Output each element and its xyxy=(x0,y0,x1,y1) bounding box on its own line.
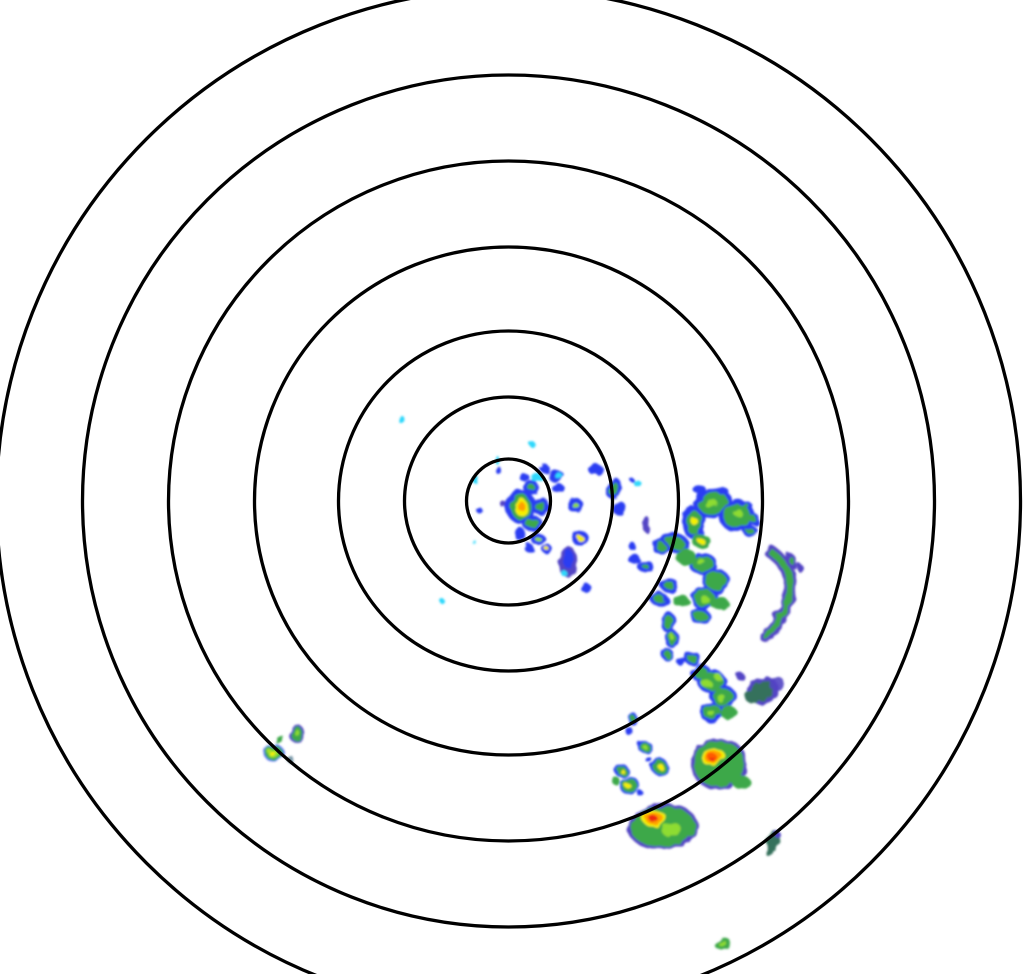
echo-cell-layer-bgreen xyxy=(572,502,578,508)
echo-cell-layer-bgreen xyxy=(708,711,716,717)
echo-cell-layer-dgreen xyxy=(745,691,759,703)
range-ring xyxy=(464,457,553,545)
echo-cell-layer-green xyxy=(749,515,757,523)
echo-cell-layer-yellow xyxy=(620,769,624,773)
echo-body-layer xyxy=(265,416,803,947)
echo-cell-layer-green xyxy=(275,736,285,744)
echo-cell-layer-green xyxy=(664,581,674,589)
echo-cell-layer-blue xyxy=(525,543,533,553)
echo-cell-layer-bgreen xyxy=(734,509,742,517)
echo-cell-layer-bgreen xyxy=(643,745,647,749)
echo-cell-layer-blue xyxy=(718,487,728,495)
echo-cell-layer-bgreen xyxy=(714,674,722,680)
precipitation-echoes xyxy=(264,416,803,950)
echo-cell-layer-bgreen xyxy=(295,730,300,736)
echo-cell-layer-blue xyxy=(552,483,564,493)
echo-cell-layer-green xyxy=(673,595,689,607)
echo-cell-layer-green xyxy=(656,543,666,551)
range-ring xyxy=(80,73,937,929)
echo-cell-layer-green xyxy=(676,549,696,565)
echo-cell-layer-blue xyxy=(627,541,635,549)
echo-cell-layer-bgreen xyxy=(719,941,727,947)
echo-cell-layer-green xyxy=(664,651,672,659)
echo-cell-layer-green xyxy=(692,556,714,572)
echo-cell-layer-green xyxy=(705,572,727,590)
echo-cell-layer-blue xyxy=(589,464,603,476)
echo-cell-layer-blue xyxy=(628,554,640,564)
echo-cell-layer-green xyxy=(710,596,728,610)
echo-cell-layer-blue xyxy=(476,507,482,513)
echo-cell-layer-bgreen xyxy=(705,499,717,508)
echo-cell-layer-blue xyxy=(563,550,574,568)
echo-cell-layer-cyan xyxy=(633,480,641,486)
echo-cell-layer-green xyxy=(642,563,648,569)
echo-band-green xyxy=(762,548,793,640)
echo-cell-layer-green xyxy=(653,594,665,604)
echo-cell-layer-cyan xyxy=(531,474,543,482)
echo-cell-layer-yellow xyxy=(545,547,549,551)
echo-cell-layer-blue xyxy=(514,528,526,540)
echo-cell-layer-bgreen xyxy=(701,597,711,605)
echo-cell-layer-blue xyxy=(694,485,706,495)
range-ring xyxy=(252,245,765,757)
echo-cell-layer-bgreen xyxy=(661,822,682,837)
echo-cell-layer-blue xyxy=(645,756,651,762)
echo-cell-layer-orange xyxy=(517,501,525,511)
echo-cell-layer-green xyxy=(721,706,737,720)
echo-cell-layer-green xyxy=(612,777,620,785)
echo-cell-layer-green xyxy=(788,556,796,566)
echo-cell-layer-green xyxy=(732,775,750,789)
echo-cell-layer-green xyxy=(527,484,535,490)
echo-cell-layer-cyan xyxy=(399,416,405,424)
echo-cell-layer-yellow xyxy=(269,750,275,756)
echo-cell-layer-blue xyxy=(519,473,529,481)
echo-cell-layer-bgreen xyxy=(696,558,704,564)
echo-cell-layer-green xyxy=(535,501,545,511)
echo-cell-layer-green xyxy=(743,503,749,509)
echo-cell-layer-green xyxy=(693,611,707,621)
echo-cell-layer-blue xyxy=(540,465,550,473)
echo-cell-layer-bgreen xyxy=(670,634,674,640)
echo-cell-layer-green xyxy=(663,615,673,629)
echo-cell-layer-indigo xyxy=(769,677,785,691)
echo-cell-layer-cyan xyxy=(529,441,535,447)
echo-cell-layer-cyan xyxy=(472,540,476,544)
echo-cell-layer-dgreen xyxy=(766,849,774,857)
echo-cell-layer-cyan xyxy=(555,473,563,479)
echo-cell-layer-blue xyxy=(630,478,634,482)
echo-cell-layer-green xyxy=(526,519,540,529)
echo-cell-layer-bgreen xyxy=(717,694,725,702)
echo-cell-layer-blue xyxy=(613,500,625,516)
echo-cell-layer-yellow xyxy=(625,783,631,789)
echo-cell-layer-red xyxy=(648,815,658,822)
range-ring xyxy=(166,159,851,843)
echo-cell-layer-yellow xyxy=(657,763,663,769)
echo-cell-layer-yellow xyxy=(577,535,583,541)
echo-cell-layer-cyan xyxy=(561,570,568,577)
echo-cell-layer-indigo xyxy=(797,564,803,572)
echo-cell-layer-yellow xyxy=(691,517,697,525)
echo-cell-layer-blue xyxy=(495,466,501,474)
echo-cell-layer-indigo xyxy=(737,673,745,681)
range-ring xyxy=(402,395,615,607)
echo-cell-layer-green xyxy=(687,654,697,662)
echo-cell-layer-blue xyxy=(625,726,633,736)
echo-cell-layer-bgreen xyxy=(535,536,541,542)
echo-cell-layer-bgreen xyxy=(702,680,712,688)
echo-cell-layer-yellow xyxy=(697,538,705,544)
echo-cell-layer-blue xyxy=(676,657,686,665)
echo-cell-layer-blue xyxy=(581,583,591,593)
echo-cell-layer-green xyxy=(746,528,754,534)
echo-cell-layer-red xyxy=(708,756,714,761)
range-ring xyxy=(336,329,681,673)
echo-cell-layer-blue xyxy=(638,791,644,797)
echo-cell-layer-indigo xyxy=(642,516,650,532)
echo-cell-layer-cyan xyxy=(439,598,445,604)
echo-cell-layer-indigo xyxy=(501,502,507,508)
